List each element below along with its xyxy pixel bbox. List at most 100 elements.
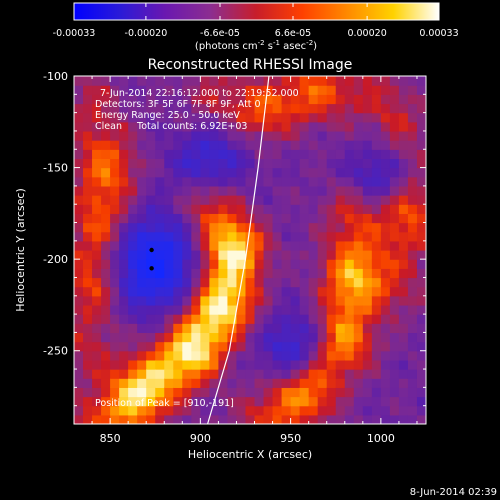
heatmap-cell bbox=[218, 240, 229, 251]
heatmap-cell bbox=[236, 176, 247, 187]
heatmap-cell bbox=[326, 314, 337, 324]
heatmap-cell bbox=[110, 250, 120, 260]
heatmap-cell bbox=[263, 359, 274, 370]
heatmap-cell bbox=[155, 76, 165, 86]
heatmap-cell bbox=[200, 323, 210, 334]
heatmap-cell bbox=[236, 414, 247, 424]
heatmap-cell bbox=[83, 295, 93, 306]
heatmap-cell bbox=[146, 240, 156, 251]
heatmap-cell bbox=[236, 359, 247, 370]
heatmap-cell bbox=[101, 240, 111, 251]
heatmap-cell bbox=[74, 295, 84, 306]
heatmap-cell bbox=[362, 332, 373, 343]
x-tick-label: 950 bbox=[280, 432, 301, 445]
heatmap-cell bbox=[182, 240, 192, 251]
heatmap-cell bbox=[317, 268, 328, 279]
heatmap-cell bbox=[74, 85, 84, 95]
heatmap-cell bbox=[164, 167, 174, 178]
heatmap-cell bbox=[290, 250, 301, 260]
heatmap-cell bbox=[119, 359, 129, 370]
heatmap-cell bbox=[101, 378, 111, 388]
heatmap-cell bbox=[389, 112, 400, 123]
heatmap-cell bbox=[362, 387, 373, 398]
heatmap-cell bbox=[92, 195, 102, 205]
heatmap-cell bbox=[371, 350, 382, 361]
heatmap-cell bbox=[92, 121, 102, 132]
heatmap-cell bbox=[227, 268, 238, 279]
heatmap-cell bbox=[263, 158, 274, 169]
heatmap-cell bbox=[362, 195, 373, 205]
heatmap-cell bbox=[344, 277, 355, 288]
heatmap-cell bbox=[362, 149, 373, 160]
heatmap-cell bbox=[326, 76, 337, 86]
heatmap-cell bbox=[254, 304, 265, 315]
heatmap-cell bbox=[92, 213, 102, 224]
heatmap-cell bbox=[92, 231, 102, 242]
heatmap-cell bbox=[110, 387, 120, 398]
heatmap-cell bbox=[101, 332, 111, 343]
heatmap-cell bbox=[173, 222, 183, 233]
heatmap-cell bbox=[299, 378, 310, 388]
heatmap-cell bbox=[83, 314, 93, 324]
heatmap-cell bbox=[371, 222, 382, 233]
heatmap-cell bbox=[173, 250, 183, 260]
heatmap-cell bbox=[290, 286, 301, 297]
heatmap-cell bbox=[290, 167, 301, 178]
heatmap-cell bbox=[317, 341, 328, 352]
heatmap-cell bbox=[227, 213, 238, 224]
heatmap-cell bbox=[281, 121, 292, 132]
heatmap-cell bbox=[182, 130, 192, 141]
heatmap-cell bbox=[92, 405, 102, 416]
heatmap-cell bbox=[416, 286, 426, 297]
heatmap-cell bbox=[398, 250, 409, 260]
heatmap-cell bbox=[119, 103, 129, 114]
heatmap-cell bbox=[173, 396, 183, 407]
heatmap-cell bbox=[263, 396, 274, 407]
y-tick-label: -150 bbox=[43, 162, 68, 175]
heatmap-cell bbox=[299, 195, 310, 205]
heatmap-cell bbox=[416, 176, 426, 187]
heatmap-cell bbox=[398, 94, 409, 105]
heatmap-cell bbox=[236, 341, 247, 352]
heatmap-cell bbox=[119, 158, 129, 169]
heatmap-cell bbox=[245, 250, 256, 260]
heatmap-cell bbox=[299, 277, 310, 288]
heatmap-cell bbox=[326, 323, 337, 334]
heatmap-cell bbox=[146, 323, 156, 334]
heatmap-cell bbox=[227, 350, 238, 361]
heatmap-cell bbox=[83, 85, 93, 95]
heatmap-cell bbox=[380, 414, 391, 424]
heatmap-cell bbox=[254, 405, 265, 416]
heatmap-cell bbox=[83, 387, 93, 398]
heatmap-cell bbox=[371, 240, 382, 251]
heatmap-cell bbox=[128, 359, 138, 370]
heatmap-cell bbox=[200, 250, 210, 260]
heatmap-cell bbox=[416, 250, 426, 260]
heatmap-cell bbox=[407, 176, 418, 187]
heatmap-cell bbox=[209, 341, 220, 352]
heatmap-cell bbox=[317, 387, 328, 398]
heatmap-cell bbox=[146, 369, 156, 379]
heatmap-cell bbox=[353, 76, 364, 86]
peak-dot bbox=[149, 247, 154, 253]
heatmap-cell bbox=[110, 121, 120, 132]
heatmap-cell bbox=[353, 103, 364, 114]
heatmap-cell bbox=[83, 369, 93, 379]
heatmap-cell bbox=[155, 250, 165, 260]
heatmap-cell bbox=[119, 405, 129, 416]
heatmap-cell bbox=[299, 286, 310, 297]
heatmap-cell bbox=[119, 396, 129, 407]
heatmap-cell bbox=[335, 341, 346, 352]
heatmap-cell bbox=[362, 341, 373, 352]
heatmap-cell bbox=[200, 378, 210, 388]
heatmap-cell bbox=[290, 85, 301, 95]
heatmap-cell bbox=[326, 341, 337, 352]
heatmap-cell bbox=[254, 240, 265, 251]
y-axis-label: Heliocentric Y (arcsec) bbox=[14, 188, 27, 312]
heatmap-cell bbox=[245, 167, 256, 178]
heatmap-cell bbox=[371, 378, 382, 388]
heatmap-cell bbox=[191, 222, 201, 233]
heatmap-cell bbox=[308, 350, 319, 361]
heatmap-cell bbox=[209, 94, 220, 105]
heatmap-cell bbox=[200, 396, 210, 407]
